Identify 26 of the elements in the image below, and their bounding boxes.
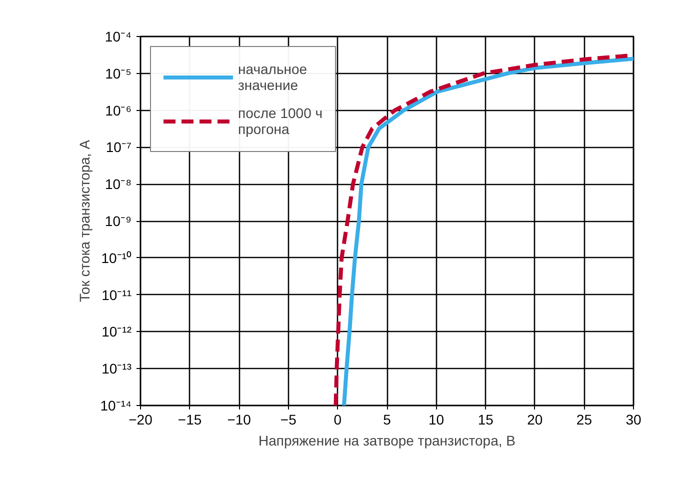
- y-tick-label: 10⁻⁵: [105, 65, 132, 82]
- x-tick-label: 10: [428, 412, 444, 428]
- legend-label: начальное значение: [238, 60, 308, 95]
- y-tick-label: 10⁻¹³: [102, 360, 132, 377]
- x-tick-label: 5: [383, 412, 392, 428]
- x-tick-label: 15: [478, 412, 494, 428]
- x-tick-label: −10: [227, 412, 252, 428]
- x-tick-label: −20: [128, 412, 153, 428]
- y-tick-label: 10⁻⁴: [104, 28, 132, 44]
- y-tick-label: 10⁻¹⁴: [100, 398, 132, 414]
- y-tick-label: 10⁻⁸: [105, 176, 132, 192]
- y-tick-label: 10⁻⁹: [104, 213, 132, 229]
- y-tick-label: 10⁻¹²: [102, 324, 132, 340]
- x-tick-label: 20: [527, 412, 543, 428]
- y-axis-title: Ток стока транзистора, А: [76, 139, 92, 302]
- x-tick-label: −5: [280, 412, 297, 428]
- x-tick-label: −15: [178, 412, 202, 428]
- y-tick-label: 10⁻⁷: [106, 139, 132, 156]
- y-tick-label: 10⁻¹¹: [102, 286, 132, 303]
- x-tick-label: 0: [334, 412, 342, 428]
- x-axis-title: Напряжение на затворе транзистора, В: [258, 432, 516, 448]
- y-tick-label: 10⁻⁶: [105, 102, 132, 118]
- y-tick-label: 10⁻¹⁰: [101, 250, 132, 266]
- legend-label: после 1000 ч прогона: [238, 104, 323, 139]
- x-tick-label: 25: [576, 412, 592, 428]
- x-tick-label: 30: [626, 412, 642, 428]
